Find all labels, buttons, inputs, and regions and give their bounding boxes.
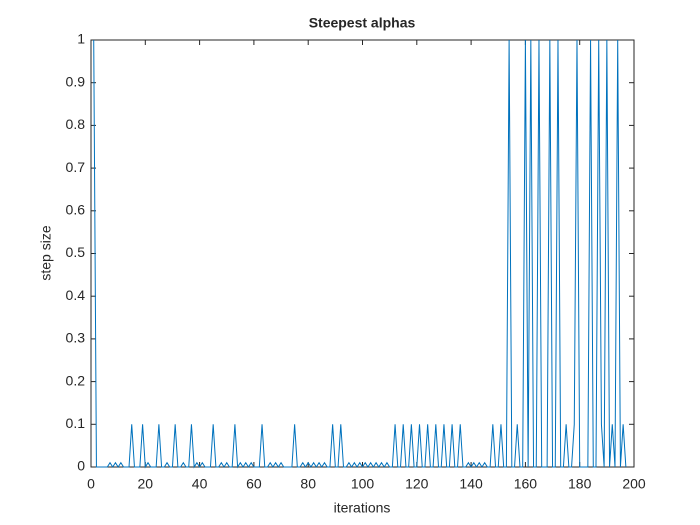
- y-tick-label: 0.1: [66, 415, 86, 431]
- x-tick-label: 60: [246, 476, 262, 492]
- x-tick-label: 140: [459, 476, 483, 492]
- y-tick-label: 0.3: [66, 330, 86, 346]
- y-tick-label: 0.6: [66, 202, 86, 218]
- y-tick-label: 0.9: [66, 73, 86, 89]
- x-tick-label: 80: [300, 476, 316, 492]
- data-line: [93, 39, 627, 469]
- y-axis-label: step size: [38, 225, 54, 280]
- x-axis-label: iterations: [334, 500, 391, 516]
- axes-box: [90, 39, 635, 468]
- chart-title: Steepest alphas: [309, 15, 416, 31]
- y-tick-label: 0.5: [66, 244, 86, 260]
- x-tick-label: 40: [192, 476, 208, 492]
- x-tick-label: 160: [514, 476, 538, 492]
- y-tick-label: 0.7: [66, 159, 86, 175]
- y-tick-label: 0.8: [66, 116, 86, 132]
- x-tick-label: 200: [622, 476, 646, 492]
- x-tick-label: 180: [568, 476, 592, 492]
- x-tick-label: 20: [138, 476, 154, 492]
- y-tick-label: 0: [77, 458, 85, 474]
- y-tick-label: 0.2: [66, 372, 86, 388]
- y-tick-label: 0.4: [66, 287, 86, 303]
- x-tick-label: 120: [405, 476, 429, 492]
- x-tick-label: 100: [351, 476, 375, 492]
- x-tick-label: 0: [87, 476, 95, 492]
- y-tick-label: 1: [77, 31, 85, 47]
